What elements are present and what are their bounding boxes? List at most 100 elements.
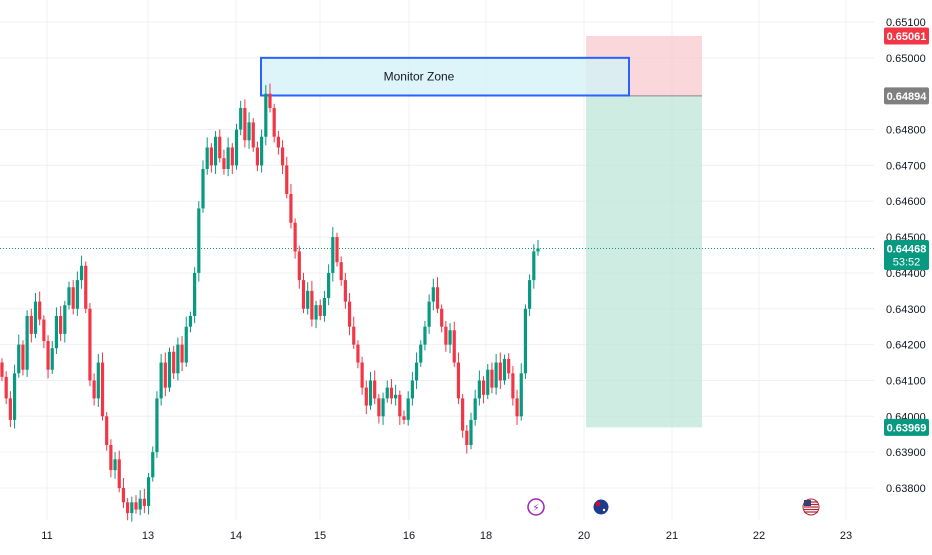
candle[interactable] (419, 340, 423, 367)
candle[interactable] (172, 346, 176, 380)
candle[interactable] (67, 281, 71, 310)
candle[interactable] (335, 232, 339, 267)
candle[interactable] (243, 99, 247, 148)
candle[interactable] (209, 143, 213, 173)
candle[interactable] (406, 391, 410, 426)
candle[interactable] (134, 495, 138, 514)
candle[interactable] (21, 340, 25, 376)
candle[interactable] (79, 255, 84, 289)
candle[interactable] (297, 245, 301, 289)
candle[interactable] (494, 353, 498, 395)
candle[interactable] (360, 356, 364, 395)
candle[interactable] (276, 130, 280, 155)
candle[interactable] (75, 271, 79, 316)
candle[interactable] (63, 300, 67, 343)
candle[interactable] (222, 149, 226, 175)
candle[interactable] (322, 290, 327, 322)
candle[interactable] (536, 239, 540, 256)
candle[interactable] (343, 272, 347, 309)
lightning-event-icon[interactable]: ⚡ (527, 498, 545, 516)
candle[interactable] (155, 391, 159, 458)
candle[interactable] (121, 477, 126, 509)
candle[interactable] (109, 439, 113, 478)
candle[interactable] (180, 336, 184, 372)
candle[interactable] (247, 112, 251, 149)
candle[interactable] (301, 272, 306, 314)
candle[interactable] (25, 310, 29, 377)
candle[interactable] (519, 363, 523, 421)
candle[interactable] (293, 218, 297, 259)
candle[interactable] (42, 315, 46, 349)
candle[interactable] (523, 304, 528, 380)
candle[interactable] (29, 308, 33, 343)
candles[interactable] (0, 83, 540, 522)
candle[interactable] (481, 376, 486, 404)
candle[interactable] (130, 496, 134, 522)
candle[interactable] (423, 320, 427, 351)
take-profit-zone[interactable] (586, 95, 702, 428)
candle[interactable] (184, 316, 188, 367)
candle[interactable] (507, 353, 511, 380)
time-axis[interactable]: 11 13 14 15 16 18 20 21 22 23 (41, 530, 852, 542)
candle[interactable] (0, 358, 4, 382)
candle[interactable] (54, 307, 59, 354)
candle[interactable] (251, 118, 255, 152)
candle[interactable] (88, 303, 92, 387)
candle[interactable] (113, 452, 117, 479)
candle[interactable] (314, 300, 318, 329)
monitor-zone-box[interactable]: Monitor Zone (260, 56, 630, 97)
candle[interactable] (285, 156, 289, 199)
candle[interactable] (456, 352, 461, 405)
candle[interactable] (146, 472, 151, 515)
candle[interactable] (327, 264, 331, 306)
candle[interactable] (394, 384, 398, 406)
candle[interactable] (502, 354, 507, 385)
candle[interactable] (331, 227, 335, 282)
candle[interactable] (515, 389, 519, 425)
candle[interactable] (486, 363, 490, 400)
candle[interactable] (381, 392, 385, 425)
monitor-zone-rect[interactable] (260, 56, 630, 97)
candle[interactable] (306, 282, 310, 315)
candle[interactable] (84, 261, 88, 314)
candle[interactable] (188, 311, 193, 333)
candle[interactable] (260, 129, 264, 173)
candle[interactable] (414, 352, 419, 390)
candle[interactable] (176, 337, 180, 381)
candle[interactable] (289, 184, 293, 229)
candle[interactable] (398, 390, 402, 425)
candle[interactable] (17, 334, 21, 378)
candle[interactable] (268, 83, 272, 113)
candle[interactable] (71, 280, 75, 315)
candle[interactable] (213, 130, 218, 174)
candle[interactable] (368, 371, 373, 410)
candle[interactable] (92, 373, 96, 406)
candle[interactable] (364, 380, 368, 415)
candle[interactable] (205, 137, 209, 175)
candle[interactable] (427, 294, 431, 334)
candle[interactable] (201, 160, 205, 213)
candle[interactable] (272, 103, 276, 143)
candle[interactable] (339, 256, 343, 286)
candle[interactable] (239, 100, 243, 136)
long-position-tool[interactable] (586, 35, 702, 428)
usa-flag-icon[interactable] (802, 498, 820, 516)
candle[interactable] (528, 274, 532, 316)
candle[interactable] (230, 143, 234, 174)
candle[interactable] (356, 340, 360, 369)
candle[interactable] (511, 366, 515, 406)
candle[interactable] (402, 410, 406, 425)
candle[interactable] (33, 292, 38, 339)
candle[interactable] (373, 370, 377, 405)
candle[interactable] (469, 412, 473, 450)
candle[interactable] (163, 352, 167, 397)
candle[interactable] (477, 370, 481, 406)
candle[interactable] (126, 498, 130, 521)
candle[interactable] (448, 323, 452, 354)
candle[interactable] (12, 364, 17, 429)
candle[interactable] (385, 380, 389, 403)
candle[interactable] (490, 362, 494, 394)
candle[interactable] (4, 371, 8, 405)
